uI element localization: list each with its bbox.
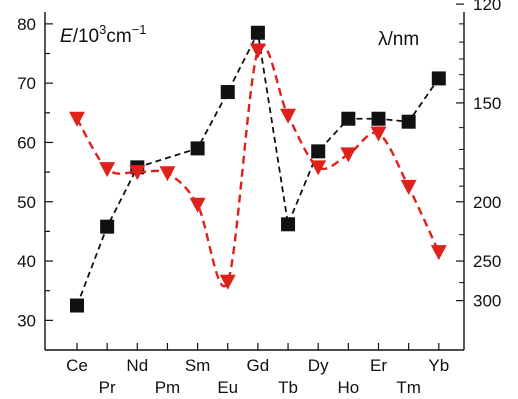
x-tick-label: Ho xyxy=(337,378,359,397)
right-tick-label: 250 xyxy=(473,252,501,271)
series-square xyxy=(70,25,446,313)
right-tick-label: 300 xyxy=(473,292,501,311)
x-tick-label: Pr xyxy=(99,378,116,397)
data-point-square xyxy=(250,25,265,40)
x-tick-label: Tb xyxy=(278,378,298,397)
data-point-triangle xyxy=(340,147,357,163)
data-point-triangle xyxy=(189,197,206,213)
right-tick-label: 150 xyxy=(473,94,501,113)
data-point-triangle xyxy=(159,166,176,182)
left-tick-label: 60 xyxy=(17,133,36,152)
data-point-square xyxy=(70,298,84,313)
data-point-triangle xyxy=(310,160,327,176)
data-point-square xyxy=(371,111,386,126)
x-tick-label: Pm xyxy=(155,378,181,397)
data-point-triangle xyxy=(129,165,146,181)
right-tick-label: 120 xyxy=(473,0,501,14)
data-point-square xyxy=(281,217,296,232)
left-tick-label: 40 xyxy=(17,252,36,271)
left-tick-label: 80 xyxy=(17,15,36,34)
x-tick-label: Er xyxy=(370,356,387,375)
left-axis-label-tail: cm xyxy=(106,26,131,47)
series-layer xyxy=(69,25,447,313)
data-point-square xyxy=(100,219,115,234)
x-tick-label: Sm xyxy=(185,356,211,375)
left-tick-label: 30 xyxy=(17,311,36,330)
data-point-triangle xyxy=(249,43,266,59)
data-point-square xyxy=(341,111,356,126)
left-axis-label-unit: /10 xyxy=(73,26,99,47)
x-tick-label: Tm xyxy=(396,378,421,397)
left-tick-label: 70 xyxy=(17,74,36,93)
x-tick-label: Ce xyxy=(66,356,88,375)
series-triangle-down xyxy=(69,43,447,290)
x-tick-label: Yb xyxy=(428,356,449,375)
left-axis: 30 40 50 60 70 80 xyxy=(17,15,53,330)
data-point-square xyxy=(190,141,205,156)
x-tick-label: Dy xyxy=(308,356,329,375)
plot-frame xyxy=(44,12,465,351)
data-point-triangle xyxy=(280,108,297,124)
left-axis-label-exp: 3 xyxy=(99,22,106,37)
data-point-triangle xyxy=(370,126,387,142)
left-axis-label-tail-exp: −1 xyxy=(132,22,147,37)
right-axis: 120 150 200 250 300 xyxy=(456,0,501,311)
data-point-triangle xyxy=(219,274,236,290)
x-tick-label: Gd xyxy=(247,356,270,375)
data-point-triangle xyxy=(400,179,417,195)
data-point-triangle xyxy=(99,162,116,178)
right-axis-label: λ/nm xyxy=(378,29,419,50)
data-point-triangle xyxy=(69,111,85,127)
data-point-square xyxy=(220,85,235,100)
x-tick-label: Eu xyxy=(217,378,238,397)
right-tick-label: 200 xyxy=(473,193,501,212)
data-point-square xyxy=(401,114,416,129)
left-tick-label: 50 xyxy=(17,193,36,212)
left-axis-label: E/103cm−1 xyxy=(60,22,147,47)
data-point-triangle xyxy=(430,245,447,261)
data-point-square xyxy=(431,71,446,86)
x-tick-label: Nd xyxy=(126,356,148,375)
data-point-square xyxy=(311,144,326,159)
left-axis-label-symbol: E xyxy=(60,26,73,47)
